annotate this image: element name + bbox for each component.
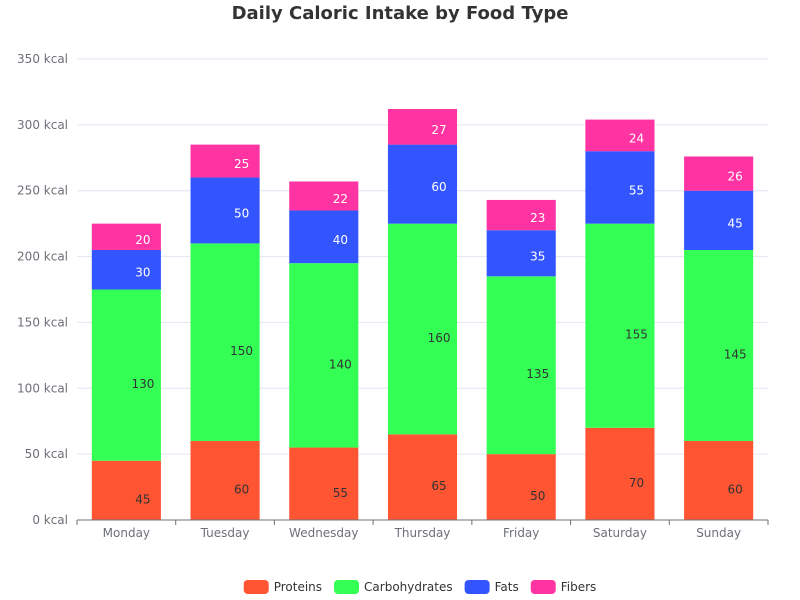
chart-title: Daily Caloric Intake by Food Type [232, 3, 569, 24]
data-label: 20 [135, 233, 150, 247]
bar-segment-proteins[interactable] [684, 440, 754, 520]
x-tick-label: Tuesday [200, 526, 250, 540]
x-tick-label: Wednesday [289, 526, 358, 540]
y-tick-label: 150 kcal [17, 315, 68, 329]
bar-segment-fibers[interactable] [387, 109, 458, 145]
data-labels: 45 130 30 20 60 150 50 25 55 140 40 22 65 160 60 27 50 13… [131, 123, 746, 507]
data-label: 60 [431, 180, 446, 194]
data-label: 140 [329, 357, 352, 371]
data-label: 65 [431, 479, 446, 493]
bar-segment-fibers[interactable] [190, 144, 260, 178]
bar-segment-proteins[interactable] [387, 434, 458, 520]
bar-segment-fibers[interactable] [289, 181, 359, 211]
y-tick-label: 0 kcal [32, 513, 68, 527]
bar-segment-proteins[interactable] [585, 427, 655, 520]
data-label: 25 [234, 157, 249, 171]
bar-segment-carbohydrates[interactable] [387, 223, 458, 435]
data-label: 50 [234, 206, 249, 220]
y-tick-label: 200 kcal [17, 250, 68, 264]
data-label: 24 [629, 131, 644, 145]
legend-label[interactable]: Proteins [274, 580, 322, 594]
data-label: 26 [728, 170, 743, 184]
data-label: 55 [333, 486, 348, 500]
x-tick-label: Friday [503, 526, 539, 540]
bar-segment-proteins[interactable] [91, 460, 161, 520]
legend[interactable]: Proteins Carbohydrates Fats Fibers [243, 580, 597, 594]
bar-segment-carbohydrates[interactable] [486, 276, 556, 455]
y-tick-label: 100 kcal [17, 381, 68, 395]
data-label: 50 [530, 489, 545, 503]
bar-segment-fats[interactable] [684, 190, 754, 250]
data-label: 160 [428, 331, 451, 345]
data-label: 45 [728, 216, 743, 230]
data-label: 130 [131, 377, 154, 391]
data-label: 60 [234, 482, 249, 496]
legend-swatch-fibers[interactable] [530, 580, 556, 594]
legend-swatch-fats[interactable] [464, 580, 490, 594]
bar-segment-fibers[interactable] [585, 119, 655, 152]
legend-label[interactable]: Carbohydrates [364, 580, 453, 594]
bar-segment-fats[interactable] [190, 177, 260, 244]
data-label: 60 [728, 482, 743, 496]
data-label: 55 [629, 183, 644, 197]
y-tick-label: 300 kcal [17, 118, 68, 132]
bar-segment-fats[interactable] [289, 210, 359, 264]
bar-segment-fats[interactable] [91, 249, 161, 290]
data-label: 155 [625, 328, 648, 342]
y-tick-label: 250 kcal [17, 184, 68, 198]
bar-segment-fats[interactable] [387, 144, 458, 224]
x-tick-label: Monday [103, 526, 150, 540]
legend-swatch-proteins[interactable] [243, 580, 269, 594]
data-label: 135 [526, 367, 549, 381]
bar-segment-proteins[interactable] [486, 454, 556, 520]
bar-segment-proteins[interactable] [190, 440, 260, 520]
x-tick-label: Sunday [696, 526, 741, 540]
data-label: 70 [629, 476, 644, 490]
bar-segment-fibers[interactable] [684, 156, 754, 191]
data-label: 145 [724, 347, 747, 361]
bar-segment-fibers[interactable] [486, 199, 556, 231]
bar-segment-carbohydrates[interactable] [684, 249, 754, 441]
bar-segment-fats[interactable] [585, 151, 655, 224]
bar-segment-carbohydrates[interactable] [91, 289, 161, 461]
axes: 0 kcal 50 kcal 100 kcal 150 kcal 200 kcal 250… [17, 52, 769, 540]
bar-segment-carbohydrates[interactable] [190, 243, 260, 441]
legend-swatch-carbohydrates[interactable] [334, 580, 360, 594]
x-tick-label: Thursday [394, 526, 451, 540]
bar-segment-fibers[interactable] [91, 223, 161, 250]
data-label: 45 [135, 492, 150, 506]
legend-label[interactable]: Fibers [561, 580, 597, 594]
y-tick-label: 50 kcal [25, 447, 68, 461]
bar-segment-proteins[interactable] [289, 447, 359, 520]
data-label: 40 [333, 233, 348, 247]
x-tick-label: Saturday [593, 526, 647, 540]
data-label: 35 [530, 249, 545, 263]
bar-segment-fats[interactable] [486, 230, 556, 277]
bars [91, 109, 754, 520]
data-label: 27 [431, 123, 446, 137]
data-label: 30 [135, 266, 150, 280]
y-tick-label: 350 kcal [17, 52, 68, 66]
data-label: 23 [530, 211, 545, 225]
legend-label[interactable]: Fats [495, 580, 519, 594]
bar-segment-carbohydrates[interactable] [585, 223, 655, 428]
data-label: 150 [230, 344, 253, 358]
bar-segment-carbohydrates[interactable] [289, 263, 359, 448]
data-label: 22 [333, 192, 348, 206]
